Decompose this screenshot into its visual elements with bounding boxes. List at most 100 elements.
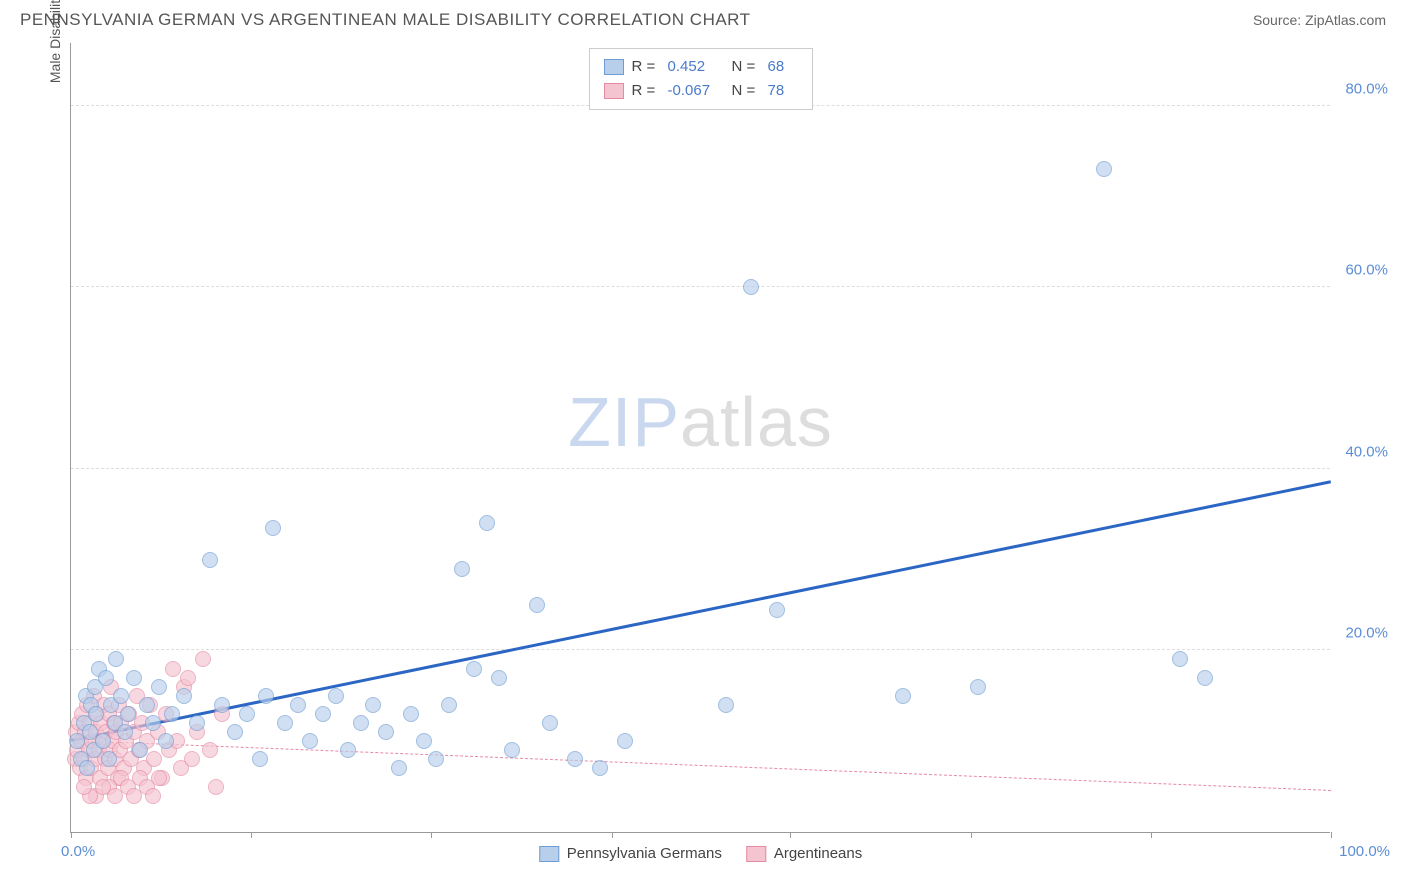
r-label: R = [632, 79, 660, 103]
data-point [139, 697, 155, 713]
data-point [353, 715, 369, 731]
legend-swatch [746, 846, 766, 862]
data-point [151, 679, 167, 695]
data-point [101, 751, 117, 767]
data-point [403, 706, 419, 722]
data-point [126, 670, 142, 686]
data-point [184, 751, 200, 767]
data-point [441, 697, 457, 713]
data-point [277, 715, 293, 731]
data-point [164, 706, 180, 722]
gridline [71, 649, 1330, 650]
data-point [189, 715, 205, 731]
data-point [202, 742, 218, 758]
data-point [542, 715, 558, 731]
data-point [88, 706, 104, 722]
data-point [315, 706, 331, 722]
watermark: ZIPatlas [568, 382, 833, 462]
data-point [195, 651, 211, 667]
data-point [239, 706, 255, 722]
y-tick-label: 80.0% [1345, 80, 1388, 97]
data-point [145, 788, 161, 804]
data-point [567, 751, 583, 767]
n-label: N = [732, 79, 760, 103]
data-point [117, 724, 133, 740]
data-point [132, 742, 148, 758]
watermark-part2: atlas [680, 383, 833, 461]
data-point [428, 751, 444, 767]
legend-series-item: Argentineans [746, 845, 862, 862]
data-point [95, 733, 111, 749]
x-tick [71, 832, 72, 838]
chart-source: Source: ZipAtlas.com [1253, 12, 1386, 28]
n-value: 68 [768, 55, 798, 79]
data-point [970, 679, 986, 695]
data-point [1197, 670, 1213, 686]
x-tick [612, 832, 613, 838]
data-point [146, 751, 162, 767]
r-value: 0.452 [668, 55, 724, 79]
data-point [454, 561, 470, 577]
legend-correlation-row: R =0.452N =68 [604, 55, 798, 79]
legend-series-name: Pennsylvania Germans [567, 845, 722, 862]
y-tick-label: 20.0% [1345, 625, 1388, 642]
n-label: N = [732, 55, 760, 79]
data-point [491, 670, 507, 686]
source-label: Source: [1253, 12, 1301, 28]
data-point [416, 733, 432, 749]
data-point [365, 697, 381, 713]
legend-correlation-row: R =-0.067N =78 [604, 79, 798, 103]
data-point [202, 552, 218, 568]
data-point [1096, 161, 1112, 177]
data-point [176, 688, 192, 704]
data-point [718, 697, 734, 713]
y-tick-label: 60.0% [1345, 262, 1388, 279]
series-legend: Pennsylvania Germans Argentineans [539, 845, 862, 862]
data-point [769, 602, 785, 618]
data-point [120, 706, 136, 722]
data-point [145, 715, 161, 731]
scatter-plot-area: ZIPatlas R =0.452N =68R =-0.067N =78 0.0… [70, 43, 1330, 833]
y-tick-label: 40.0% [1345, 443, 1388, 460]
data-point [76, 779, 92, 795]
data-point [113, 688, 129, 704]
data-point [227, 724, 243, 740]
x-tick [431, 832, 432, 838]
x-tick [971, 832, 972, 838]
data-point [302, 733, 318, 749]
data-point [529, 597, 545, 613]
legend-swatch [604, 83, 624, 99]
data-point [290, 697, 306, 713]
legend-series-item: Pennsylvania Germans [539, 845, 722, 862]
data-point [165, 661, 181, 677]
y-axis-label: Male Disability [47, 0, 63, 83]
data-point [378, 724, 394, 740]
data-point [592, 760, 608, 776]
data-point [479, 515, 495, 531]
data-point [265, 520, 281, 536]
data-point [340, 742, 356, 758]
x-tick [790, 832, 791, 838]
chart-header: PENNSYLVANIA GERMAN VS ARGENTINEAN MALE … [0, 0, 1406, 38]
data-point [180, 670, 196, 686]
x-tick [251, 832, 252, 838]
data-point [158, 733, 174, 749]
r-value: -0.067 [668, 79, 724, 103]
data-point [617, 733, 633, 749]
trend-line [71, 480, 1331, 741]
watermark-part1: ZIP [568, 383, 680, 461]
x-tick [1151, 832, 1152, 838]
data-point [214, 697, 230, 713]
data-point [504, 742, 520, 758]
data-point [391, 760, 407, 776]
data-point [98, 670, 114, 686]
data-point [208, 779, 224, 795]
data-point [328, 688, 344, 704]
data-point [151, 770, 167, 786]
x-axis-min-label: 0.0% [61, 843, 95, 860]
data-point [1172, 651, 1188, 667]
legend-swatch [604, 59, 624, 75]
source-value: ZipAtlas.com [1305, 12, 1386, 28]
x-axis-max-label: 100.0% [1339, 843, 1390, 860]
gridline [71, 468, 1330, 469]
